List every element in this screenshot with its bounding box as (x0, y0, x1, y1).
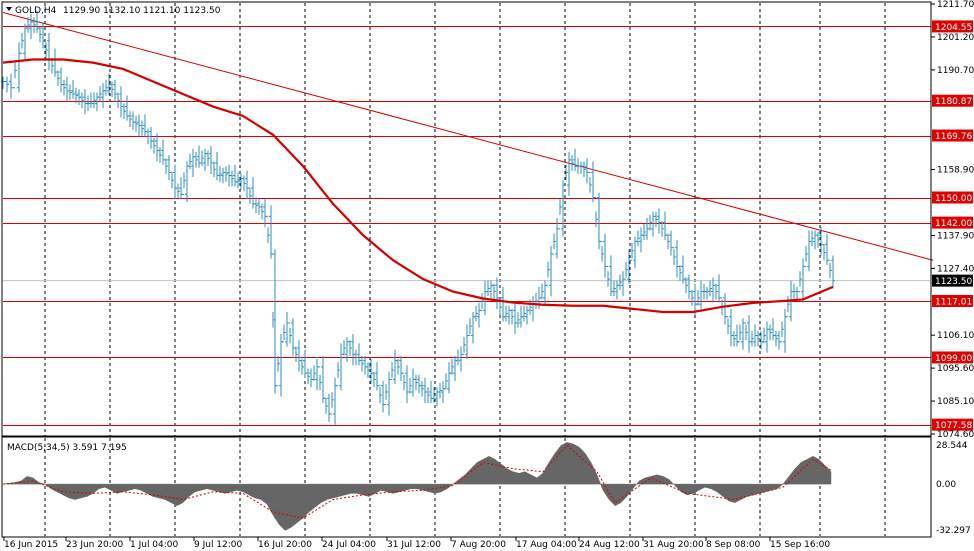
price-axis-label: 1095.60 (937, 364, 974, 374)
time-axis-label: 16 Jun 2015 (4, 540, 58, 550)
time-axis-label: 9 Jul 12:00 (194, 540, 243, 550)
price-axis-label: 1085.10 (937, 397, 974, 407)
price-pane-border (1, 1, 932, 437)
level-tag (932, 20, 973, 33)
level-tag-label: 1117.01 (935, 297, 972, 307)
level-tag (932, 129, 973, 142)
price-axis-label: 1127.40 (937, 264, 974, 274)
price-axis: 1211.70 1201.20 1190.70 1158.90 1137.90 1127.… (931, 0, 974, 440)
macd-axis-label: -32.297 (936, 526, 971, 536)
level-tag (932, 216, 973, 229)
level-tag-label: 1169.76 (935, 132, 972, 142)
level-tag (932, 191, 973, 204)
time-axis: 16 Jun 2015 23 Jun 20:00 1 Jul 04:00 9 Jul … (3, 537, 830, 550)
ohlc-readout: 1129.90 1132.10 1121.10 1123.50 (63, 6, 221, 16)
time-axis-label: 24 Aug 12:00 (579, 540, 640, 550)
level-lines (3, 26, 931, 426)
price-axis-label: 1190.70 (937, 66, 974, 76)
level-tag-label: 1099.00 (935, 354, 972, 364)
time-axis-label: 15 Sep 16:00 (770, 540, 830, 550)
triangle-down-icon[interactable] (6, 7, 12, 11)
time-axis-label: 24 Jul 04:00 (322, 540, 376, 550)
macd-axis-label: 0.00 (936, 480, 956, 490)
trendline-segment (2, 11, 934, 261)
price-tags: 1204.55 1180.87 1169.76 1150.00 1142.00 1117.… (932, 20, 973, 431)
macd-label: MACD(5,34,5) 3.591 7.195 (7, 443, 127, 453)
price-axis-label: 1201.20 (937, 33, 974, 43)
price-axis-label: 1158.90 (937, 166, 974, 176)
time-axis-label: 31 Jul 12:00 (387, 540, 441, 550)
time-axis-label: 23 Jun 20:00 (66, 540, 123, 550)
time-axis-label: 1 Jul 04:00 (130, 540, 179, 550)
time-axis-label: 31 Aug 20:00 (643, 540, 704, 550)
time-axis-label: 16 Jul 20:00 (258, 540, 312, 550)
level-tag (932, 351, 973, 364)
symbol-label: GOLD,H4 (15, 6, 57, 16)
time-axis-label: 7 Aug 20:00 (451, 540, 506, 550)
level-tag (932, 94, 973, 107)
time-axis-label: 17 Aug 04:00 (516, 540, 577, 550)
level-tag (932, 418, 973, 431)
macd-pane (2, 442, 832, 531)
price-axis-label: 1211.70 (937, 0, 974, 10)
moving-average-line (2, 58, 834, 314)
macd-axis: 28.544 0.00 -32.297 (936, 441, 971, 536)
macd-signal-line (2, 444, 832, 519)
level-tag-label: 1180.87 (935, 97, 972, 107)
macd-pane-border (1, 436, 932, 538)
level-tag-label: 1150.00 (935, 194, 972, 204)
macd-histogram (2, 442, 832, 531)
price-bars (1, 10, 835, 425)
moving-average (2, 58, 834, 314)
price-axis-label: 1074.60 (937, 430, 974, 440)
level-tag-label: 1204.55 (935, 23, 972, 33)
price-axis-label: 1106.10 (937, 331, 974, 341)
level-tag-label: 1077.58 (935, 421, 972, 431)
level-tag (932, 294, 973, 307)
macd-axis-label: 28.544 (936, 441, 968, 451)
current-price-label: 1123.50 (935, 277, 972, 287)
time-axis-label: 8 Sep 08:00 (706, 540, 761, 550)
trendline[interactable] (2, 11, 934, 261)
price-axis-label: 1137.90 (937, 231, 974, 241)
current-price-tag (932, 274, 973, 287)
level-tag-label: 1142.00 (935, 219, 972, 229)
